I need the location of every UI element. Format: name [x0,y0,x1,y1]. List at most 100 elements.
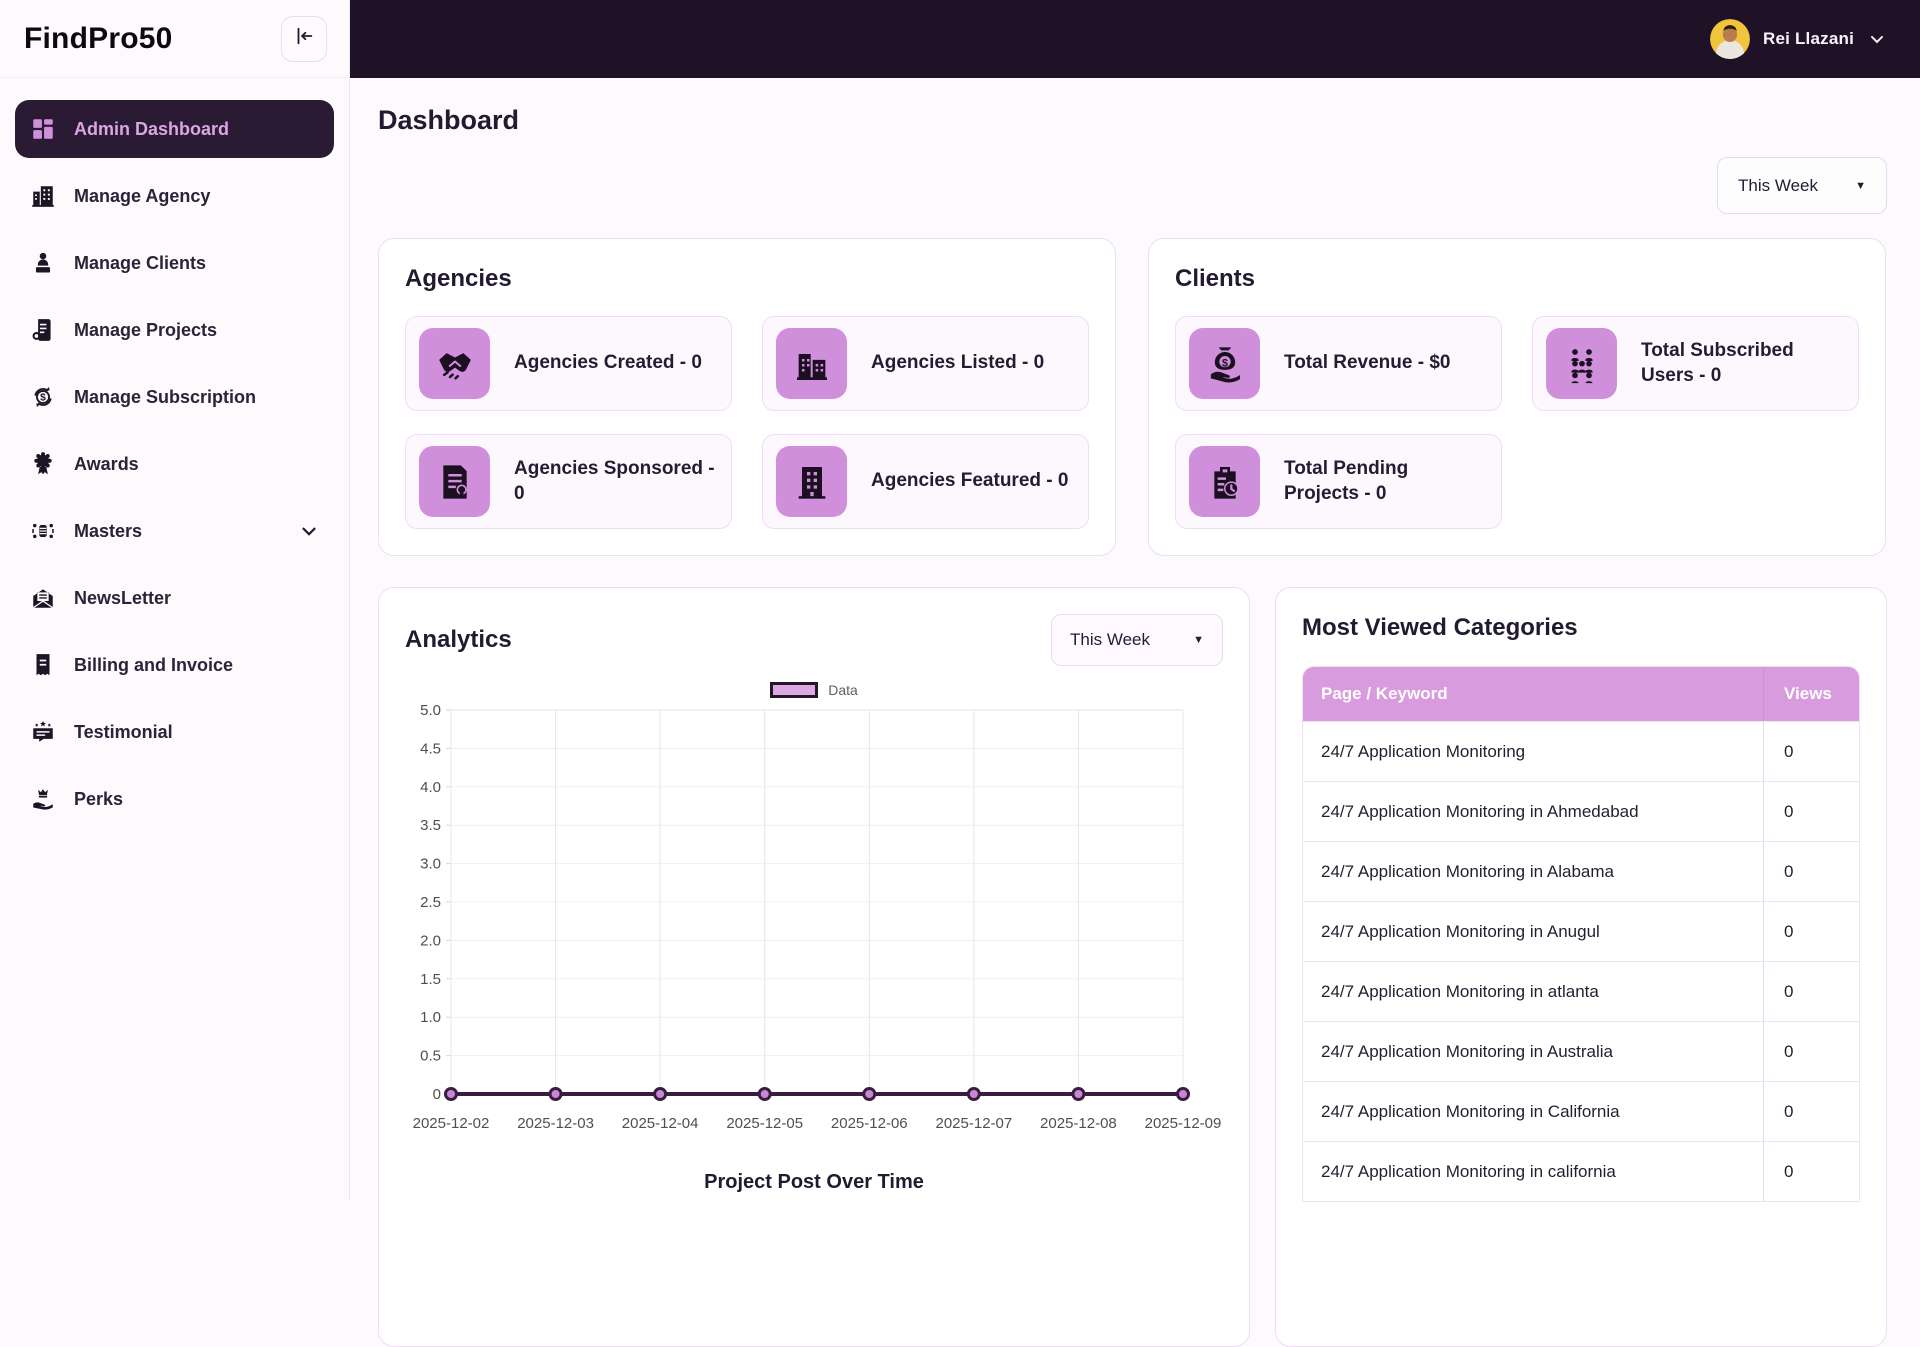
caret-down-icon: ▼ [1193,634,1204,646]
stat-label: Agencies Sponsored - 0 [514,457,715,506]
cell-views: 0 [1763,782,1859,841]
perks-hand-crown-icon [29,786,56,813]
sidebar: FindPro50 Admin Dashboard Manage Agency Ma… [0,0,350,1200]
sidebar-item-label: Testimonial [74,722,173,743]
stat-label: Total Pending Projects - 0 [1284,457,1485,506]
svg-text:0.5: 0.5 [420,1048,441,1065]
svg-text:1.5: 1.5 [420,971,441,988]
stat-tile: Total Subscribed Users - 0 [1532,316,1859,411]
stat-tile: Total Pending Projects - 0 [1175,434,1502,529]
cell-keyword: 24/7 Application Monitoring in Anugul [1303,922,1763,942]
table-row: 24/7 Application Monitoring in Californi… [1303,1081,1859,1141]
categories-table: Page / Keyword Views 24/7 Application Mo… [1302,666,1860,1202]
sidebar-item-awards[interactable]: Awards [15,435,334,493]
handshake-icon [419,328,490,399]
cell-views: 0 [1763,1142,1859,1201]
sidebar-item-testimonial[interactable]: Testimonial [15,703,334,761]
chevron-down-icon [1867,29,1887,49]
line-chart-svg: 5.04.54.03.53.02.52.01.51.00.502025-12-0… [405,700,1225,1162]
svg-text:3.5: 3.5 [420,817,441,834]
sidebar-item-admin-dashboard[interactable]: Admin Dashboard [15,100,334,158]
svg-text:$: $ [1221,357,1227,369]
col-header-views: Views [1763,667,1859,721]
sidebar-item-label: Awards [74,454,139,475]
testimonial-chat-icon [29,719,56,746]
stat-tile: Agencies Featured - 0 [762,434,1089,529]
stat-label: Agencies Listed - 0 [871,351,1044,376]
collapse-sidebar-button[interactable] [281,16,327,62]
stat-label: Agencies Featured - 0 [871,469,1068,494]
stat-label: Agencies Created - 0 [514,351,702,376]
period-select[interactable]: This Week ▼ [1717,157,1887,214]
subscription-renewal-icon: $ [29,384,56,411]
svg-text:5.0: 5.0 [420,702,441,719]
cell-keyword: 24/7 Application Monitoring in Californi… [1303,1102,1763,1122]
user-menu[interactable]: Rei Llazani [1710,19,1887,59]
svg-text:$: $ [40,393,46,404]
stat-tile: Agencies Created - 0 [405,316,732,411]
most-viewed-title: Most Viewed Categories [1302,614,1860,642]
sidebar-item-label: Perks [74,789,123,810]
topbar: Rei Llazani [350,0,1920,78]
sidebar-item-label: Manage Subscription [74,387,256,408]
sidebar-item-label: Manage Agency [74,186,210,207]
svg-text:2025-12-02: 2025-12-02 [413,1115,490,1132]
cell-views: 0 [1763,1022,1859,1081]
sidebar-item-label: Admin Dashboard [74,119,229,140]
clients-person-icon [29,250,56,277]
stat-tile: $Total Revenue - $0 [1175,316,1502,411]
table-header: Page / Keyword Views [1303,667,1859,721]
masters-network-icon [29,518,56,545]
subscribed-users-icon [1546,328,1617,399]
svg-text:2.0: 2.0 [420,932,441,949]
sidebar-item-newsletter[interactable]: NewsLetter [15,569,334,627]
sidebar-item-manage-agency[interactable]: Manage Agency [15,167,334,225]
projects-document-icon [29,317,56,344]
sidebar-item-manage-clients[interactable]: Manage Clients [15,234,334,292]
legend-label: Data [828,682,858,698]
cell-views: 0 [1763,1082,1859,1141]
cell-views: 0 [1763,842,1859,901]
sidebar-item-billing-and-invoice[interactable]: Billing and Invoice [15,636,334,694]
svg-text:2025-12-07: 2025-12-07 [935,1115,1012,1132]
analytics-title: Analytics [405,626,512,654]
svg-text:4.5: 4.5 [420,740,441,757]
most-viewed-card: Most Viewed Categories Page / Keyword Vi… [1275,587,1887,1347]
dashboard-grid-icon [29,116,56,143]
sidebar-item-label: Manage Projects [74,320,217,341]
svg-text:4.0: 4.0 [420,779,441,796]
svg-text:1.0: 1.0 [420,1009,441,1026]
sidebar-item-label: NewsLetter [74,588,171,609]
stat-tile: Agencies Sponsored - 0 [405,434,732,529]
buildings-icon [776,328,847,399]
chart-title: Project Post Over Time [405,1171,1223,1194]
sidebar-item-masters[interactable]: Masters [15,502,334,560]
svg-text:2025-12-03: 2025-12-03 [517,1115,594,1132]
table-row: 24/7 Application Monitoring in Ahmedabad… [1303,781,1859,841]
analytics-period-select[interactable]: This Week ▼ [1051,614,1223,666]
newsletter-mail-icon [29,585,56,612]
sidebar-item-perks[interactable]: Perks [15,770,334,828]
sidebar-nav: Admin Dashboard Manage Agency Manage Clien… [0,78,349,828]
table-row: 24/7 Application Monitoring in Australia… [1303,1021,1859,1081]
user-name: Rei Llazani [1763,29,1854,49]
svg-text:2025-12-05: 2025-12-05 [726,1115,803,1132]
award-rosette-icon [29,451,56,478]
sidebar-item-manage-subscription[interactable]: $ Manage Subscription [15,368,334,426]
svg-text:2025-12-08: 2025-12-08 [1040,1115,1117,1132]
cell-keyword: 24/7 Application Monitoring in atlanta [1303,982,1763,1002]
sidebar-header: FindPro50 [0,0,349,78]
cell-keyword: 24/7 Application Monitoring [1303,742,1763,762]
sidebar-item-manage-projects[interactable]: Manage Projects [15,301,334,359]
period-select-value: This Week [1738,176,1818,196]
svg-text:2.5: 2.5 [420,894,441,911]
svg-text:0: 0 [433,1086,441,1103]
billing-receipt-icon [29,652,56,679]
cell-views: 0 [1763,722,1859,781]
pending-projects-icon [1189,446,1260,517]
